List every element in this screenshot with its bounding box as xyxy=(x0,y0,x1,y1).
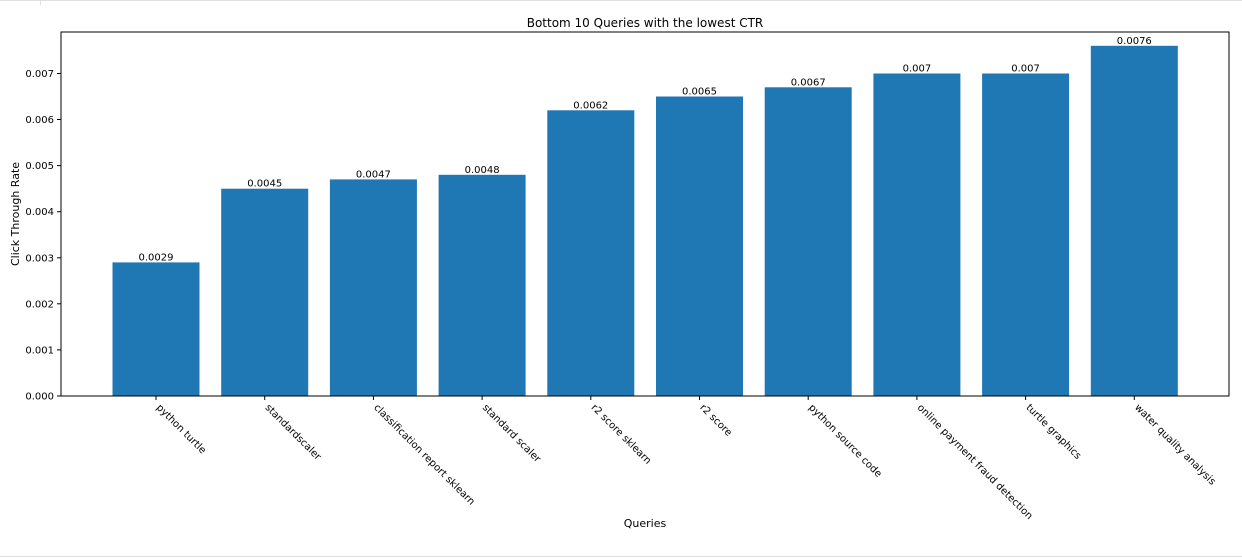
bar-8 xyxy=(873,73,961,396)
x-tick-label-10: water quality analysis xyxy=(1132,402,1217,487)
data-label-10: 0.0076 xyxy=(1117,36,1152,47)
data-label-1: 0.0029 xyxy=(139,252,174,263)
bar-5 xyxy=(547,110,635,397)
bar-3 xyxy=(329,179,417,396)
data-label-9: 0.007 xyxy=(1011,64,1040,75)
x-tick-label-5: r2 score sklearn xyxy=(589,402,653,466)
data-label-7: 0.0067 xyxy=(791,77,826,88)
bar-1 xyxy=(112,262,200,396)
data-label-5: 0.0062 xyxy=(573,100,608,111)
bar-6 xyxy=(656,96,743,396)
x-ticks-group: python turtle standardscaler classificatio… xyxy=(154,396,1217,522)
bar-4 xyxy=(438,174,526,396)
y-tick-label-2: 0.001 xyxy=(25,345,54,356)
bar-2 xyxy=(221,188,309,396)
bars-group xyxy=(112,45,1178,397)
data-labels-group: 0.0029 0.0045 0.0047 0.0048 0.0062 0.0065 0.00… xyxy=(139,36,1152,264)
x-tick-label-1: python turtle xyxy=(154,402,208,456)
plot-area-frame xyxy=(60,31,1230,397)
y-tick-label-3: 0.002 xyxy=(25,299,54,310)
bar-9 xyxy=(982,73,1070,396)
x-tick-label-9: turtle graphics xyxy=(1023,402,1083,462)
cell-gutter-divider xyxy=(40,1,41,5)
y-tick-label-8: 0.007 xyxy=(25,69,54,80)
x-tick-label-2: standardscaler xyxy=(263,402,324,463)
x-tick-label-4: standard scaler xyxy=(480,402,543,465)
data-label-8: 0.007 xyxy=(903,64,932,75)
y-tick-label-4: 0.003 xyxy=(25,253,54,264)
bar-7 xyxy=(764,87,852,397)
y-tick-label-6: 0.005 xyxy=(25,161,54,172)
y-tick-label-1: 0.000 xyxy=(25,392,54,403)
x-tick-label-8: online payment fraud detection xyxy=(915,402,1035,522)
x-axis-label: Queries xyxy=(624,517,667,530)
chart-title: Bottom 10 Queries with the lowest CTR xyxy=(527,16,764,30)
x-tick-label-7: python source code xyxy=(806,402,884,480)
y-axis-label: Click Through Rate xyxy=(9,162,22,266)
data-label-4: 0.0048 xyxy=(465,165,500,176)
bar-10 xyxy=(1090,45,1178,397)
y-tick-label-7: 0.006 xyxy=(25,115,54,126)
y-tick-label-5: 0.004 xyxy=(25,207,54,218)
data-label-2: 0.0045 xyxy=(247,179,282,190)
x-tick-label-6: r2 score xyxy=(697,402,733,438)
x-tick-label-3: classification report sklearn xyxy=(371,402,476,507)
data-label-6: 0.0065 xyxy=(682,87,717,98)
y-ticks-group: 0.000 0.001 0.002 0.003 0.004 0.005 0.006 0.007 xyxy=(25,69,61,403)
data-label-3: 0.0047 xyxy=(356,169,391,180)
